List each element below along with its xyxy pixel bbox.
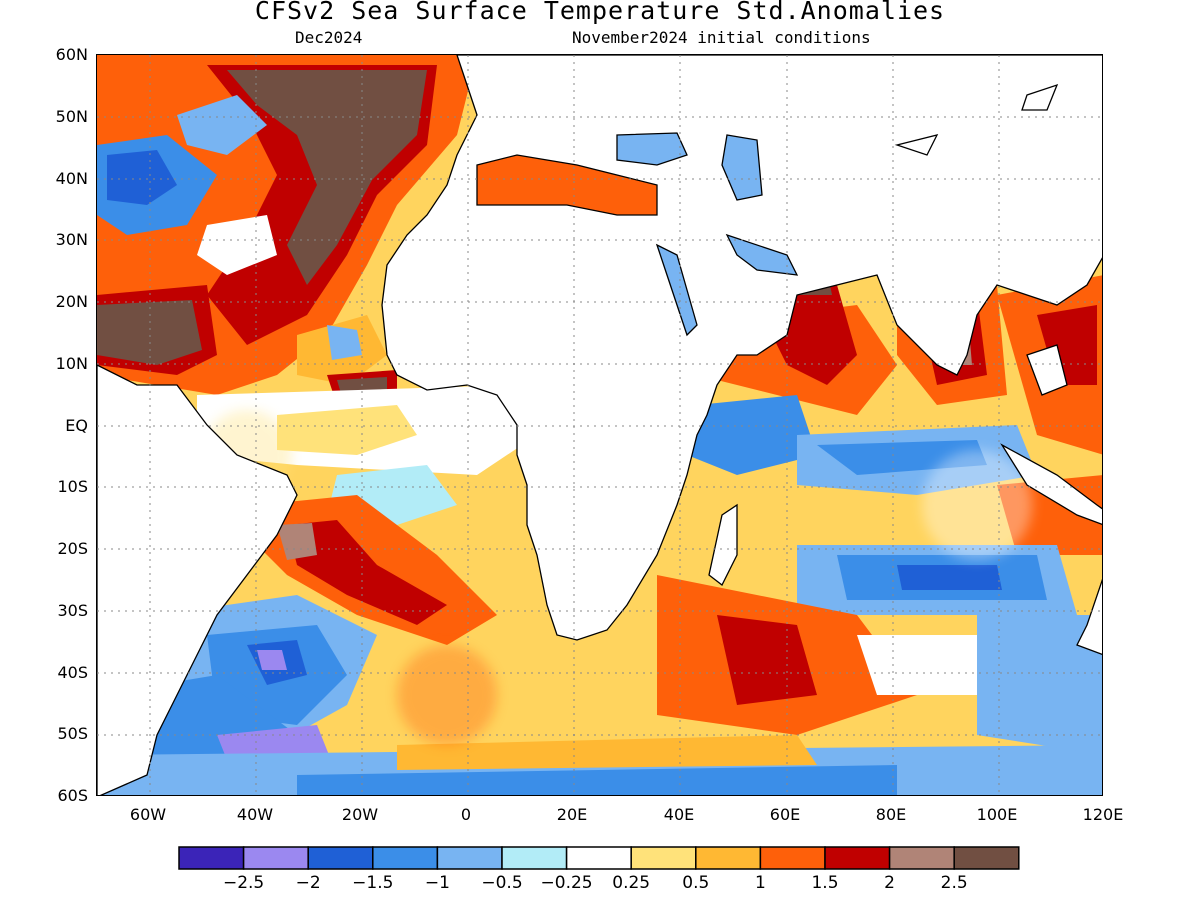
colorbar-label: −1.5: [352, 873, 394, 893]
lon-tick: 20E: [556, 805, 588, 824]
colorbar-cell: [242, 846, 309, 870]
colorbar-label: 1.5: [811, 873, 839, 893]
colorbar-cell: [695, 846, 762, 870]
colorbar-label: 0.25: [612, 873, 651, 893]
lon-tick: 20W: [341, 805, 379, 824]
lat-tick: 20S: [57, 539, 88, 558]
colorbar-cell: [501, 846, 568, 870]
land-masses: [97, 55, 1102, 795]
lon-tick: 60E: [769, 805, 801, 824]
colorbar-label: 2.5: [940, 873, 968, 893]
lon-tick: 120E: [1082, 805, 1124, 824]
map-title: CFSv2 Sea Surface Temperature Std.Anomal…: [254, 0, 946, 25]
lon-tick: 40W: [236, 805, 274, 824]
lat-tick: 60S: [57, 786, 88, 805]
colorbar-label: −1: [424, 873, 450, 893]
colorbar-label: −2: [295, 873, 321, 893]
forecast-month: Dec2024: [295, 28, 363, 47]
lat-tick: 30S: [57, 601, 88, 620]
lat-tick: 60N: [55, 45, 88, 64]
colorbar-cell: [178, 846, 245, 870]
colorbar-cell: [372, 846, 439, 870]
lat-tick: 30N: [55, 230, 88, 249]
lon-tick: 60W: [129, 805, 167, 824]
lon-tick: 0: [460, 805, 472, 824]
lon-tick: 100E: [976, 805, 1018, 824]
lat-tick: 20N: [55, 292, 88, 311]
colorbar-label: −0.25: [540, 873, 593, 893]
colorbar-cell: [953, 846, 1020, 870]
colorbar-cell: [888, 846, 955, 870]
colorbar-cell: [565, 846, 632, 870]
colorbar-cell: [307, 846, 374, 870]
colorbar-label: −0.5: [481, 873, 523, 893]
lat-tick: 50S: [57, 724, 88, 743]
initial-conditions-label: November2024 initial conditions: [572, 28, 871, 47]
graticule: [97, 55, 1102, 795]
lat-tick: 40S: [57, 663, 88, 682]
lat-tick: 10S: [57, 477, 88, 496]
lat-tick: 10N: [55, 354, 88, 373]
colorbar-label: 0.5: [682, 873, 710, 893]
colorbar-cell: [630, 846, 697, 870]
lat-tick: EQ: [65, 416, 88, 435]
colorbar-cell: [436, 846, 503, 870]
colorbar-label: 1: [754, 873, 766, 893]
lat-tick: 40N: [55, 169, 88, 188]
colorbar-label: −2.5: [222, 873, 265, 893]
colorbar-cell: [824, 846, 891, 870]
lon-tick: 40E: [663, 805, 695, 824]
colorbar-label: 2: [884, 873, 895, 893]
lon-tick: 80E: [875, 805, 907, 824]
colorbar: [178, 846, 1020, 870]
anomaly-map: [96, 54, 1103, 796]
lat-tick: 50N: [55, 107, 88, 126]
colorbar-cell: [759, 846, 826, 870]
